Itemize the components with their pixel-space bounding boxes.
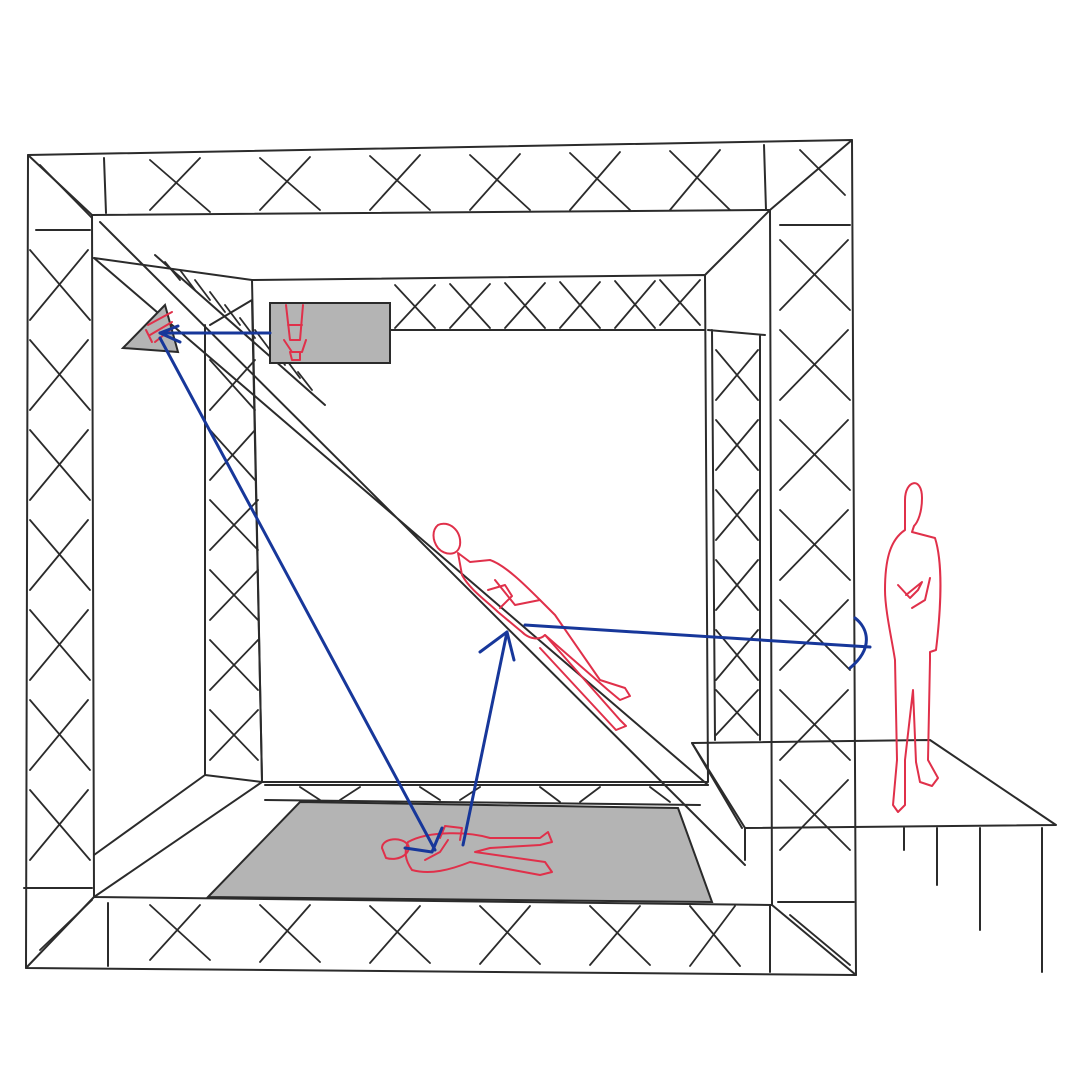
ray-lying-figure-marker [403, 826, 444, 854]
ray-ceiling-to-corner [158, 324, 272, 344]
ray-floor-to-mirror [461, 630, 516, 847]
lying-figure [381, 825, 553, 876]
diagonal-mirror [93, 221, 746, 866]
ray-mirror-to-viewer [523, 616, 872, 670]
mirror-figure [432, 522, 631, 731]
floor-screen [205, 800, 714, 904]
ray-floor-to-corner [158, 336, 437, 852]
standing-viewer [884, 482, 942, 813]
upside-down-figure [283, 304, 307, 361]
audience-platform [691, 739, 1057, 973]
outer-truss-frame [23, 139, 857, 976]
ceiling-screen [269, 302, 391, 364]
corner-reflection-figure [145, 311, 173, 343]
